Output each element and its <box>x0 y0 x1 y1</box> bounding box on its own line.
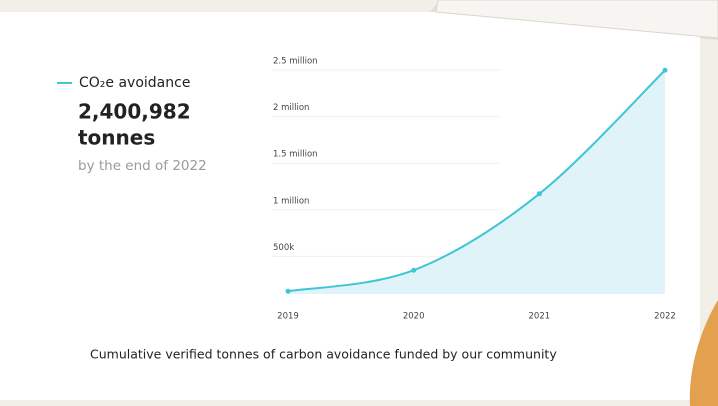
point <box>285 288 291 294</box>
x-tick-label: 2021 <box>529 312 551 322</box>
y-tick-label: 2 million <box>273 103 309 113</box>
headline-note: by the end of 2022 <box>78 158 207 174</box>
point <box>662 67 668 73</box>
x-tick-label: 2020 <box>403 312 425 322</box>
headline-value: 2,400,982 <box>78 100 191 124</box>
caption: Cumulative verified tonnes of carbon avo… <box>90 347 557 362</box>
y-tick-label: 500k <box>273 243 294 253</box>
y-tick-label: 2.5 million <box>273 57 318 67</box>
line <box>287 69 666 293</box>
area <box>288 70 665 294</box>
point <box>536 191 542 197</box>
y-tick-label: 1 million <box>273 196 309 206</box>
point <box>411 267 417 273</box>
paper-decor <box>435 0 718 39</box>
y-tick-label: 1.5 million <box>273 150 318 160</box>
orange-decor <box>689 300 718 406</box>
x-tick-label: 2019 <box>277 312 299 322</box>
legend-label: CO₂e avoidance <box>79 75 190 91</box>
headline-unit: tonnes <box>78 126 155 150</box>
x-tick-label: 2022 <box>654 312 676 322</box>
